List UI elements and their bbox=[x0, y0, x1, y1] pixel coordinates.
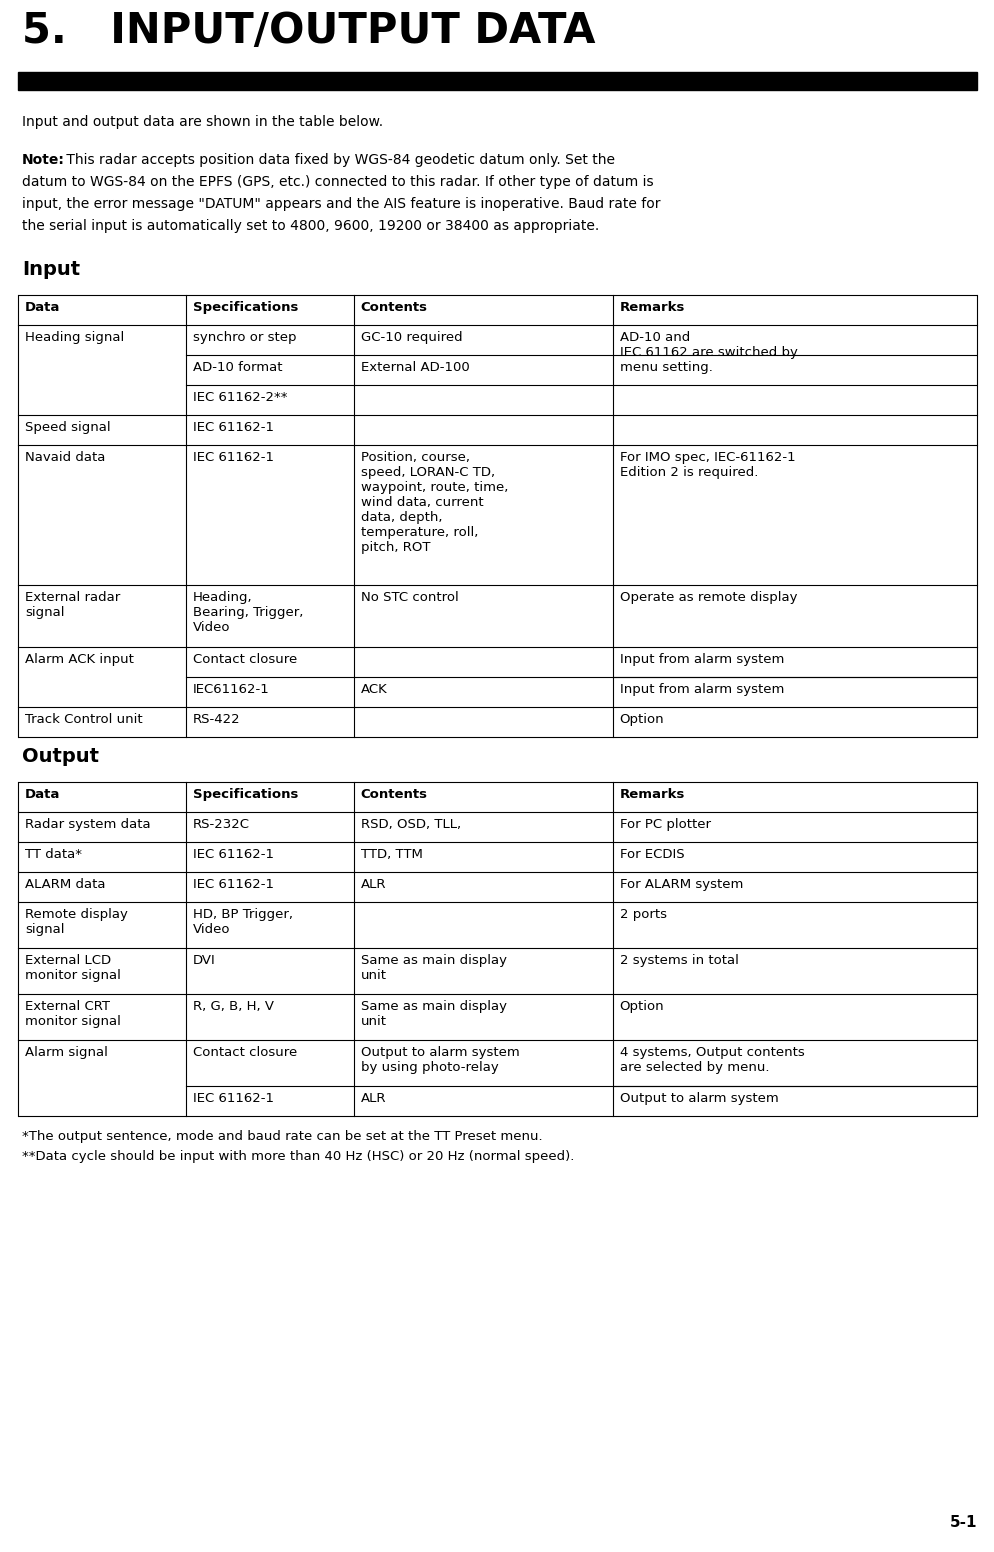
Text: Input and output data are shown in the table below.: Input and output data are shown in the t… bbox=[22, 115, 383, 129]
Text: Navaid data: Navaid data bbox=[25, 452, 105, 464]
Text: Track Control unit: Track Control unit bbox=[25, 712, 142, 726]
Text: Output: Output bbox=[22, 747, 98, 767]
Text: Specifications: Specifications bbox=[193, 301, 298, 314]
Text: Radar system data: Radar system data bbox=[25, 818, 150, 830]
Text: 2 systems in total: 2 systems in total bbox=[619, 954, 738, 967]
Text: Output to alarm system: Output to alarm system bbox=[619, 1093, 777, 1105]
Text: Contents: Contents bbox=[360, 301, 427, 314]
Text: IEC 61162-1: IEC 61162-1 bbox=[193, 452, 273, 464]
Text: RS-232C: RS-232C bbox=[193, 818, 249, 830]
Text: Same as main display
unit: Same as main display unit bbox=[360, 954, 506, 982]
Text: AD-10 and
IEC 61162 are switched by
menu setting.: AD-10 and IEC 61162 are switched by menu… bbox=[619, 331, 796, 374]
Text: Input from alarm system: Input from alarm system bbox=[619, 683, 783, 695]
Text: Operate as remote display: Operate as remote display bbox=[619, 591, 796, 604]
Text: Contents: Contents bbox=[360, 788, 427, 801]
Text: DVI: DVI bbox=[193, 954, 216, 967]
Text: External AD-100: External AD-100 bbox=[360, 362, 469, 374]
Text: For IMO spec, IEC-61162-1
Edition 2 is required.: For IMO spec, IEC-61162-1 Edition 2 is r… bbox=[619, 452, 794, 480]
Text: Same as main display
unit: Same as main display unit bbox=[360, 999, 506, 1027]
Text: 5-1: 5-1 bbox=[948, 1515, 976, 1530]
Text: HD, BP Trigger,
Video: HD, BP Trigger, Video bbox=[193, 908, 292, 936]
Text: synchro or step: synchro or step bbox=[193, 331, 296, 345]
Text: GC-10 required: GC-10 required bbox=[360, 331, 462, 345]
Text: IEC61162-1: IEC61162-1 bbox=[193, 683, 269, 695]
Text: External LCD
monitor signal: External LCD monitor signal bbox=[25, 954, 120, 982]
Text: TT data*: TT data* bbox=[25, 847, 82, 861]
Text: Alarm signal: Alarm signal bbox=[25, 1046, 107, 1058]
Text: Speed signal: Speed signal bbox=[25, 421, 110, 435]
Text: RS-422: RS-422 bbox=[193, 712, 241, 726]
Text: ALR: ALR bbox=[360, 1093, 386, 1105]
Text: Specifications: Specifications bbox=[193, 788, 298, 801]
Text: Alarm ACK input: Alarm ACK input bbox=[25, 653, 134, 666]
Text: RSD, OSD, TLL,: RSD, OSD, TLL, bbox=[360, 818, 460, 830]
Text: R, G, B, H, V: R, G, B, H, V bbox=[193, 999, 273, 1013]
Text: This radar accepts position data fixed by WGS-84 geodetic datum only. Set the: This radar accepts position data fixed b… bbox=[62, 154, 614, 168]
Text: Remote display
signal: Remote display signal bbox=[25, 908, 128, 936]
Text: IEC 61162-1: IEC 61162-1 bbox=[193, 878, 273, 891]
Text: Note:: Note: bbox=[22, 154, 65, 168]
Text: Remarks: Remarks bbox=[619, 788, 684, 801]
Text: 4 systems, Output contents
are selected by menu.: 4 systems, Output contents are selected … bbox=[619, 1046, 803, 1074]
Text: Remarks: Remarks bbox=[619, 301, 684, 314]
Text: Heading signal: Heading signal bbox=[25, 331, 124, 345]
Text: Output to alarm system
by using photo-relay: Output to alarm system by using photo-re… bbox=[360, 1046, 519, 1074]
Text: Data: Data bbox=[25, 788, 61, 801]
Text: 5.   INPUT/OUTPUT DATA: 5. INPUT/OUTPUT DATA bbox=[22, 9, 594, 53]
Text: IEC 61162-1: IEC 61162-1 bbox=[193, 1093, 273, 1105]
Text: For PC plotter: For PC plotter bbox=[619, 818, 710, 830]
Text: IEC 61162-1: IEC 61162-1 bbox=[193, 847, 273, 861]
Text: TTD, TTM: TTD, TTM bbox=[360, 847, 422, 861]
Text: ACK: ACK bbox=[360, 683, 387, 695]
Text: Data: Data bbox=[25, 301, 61, 314]
Text: Input from alarm system: Input from alarm system bbox=[619, 653, 783, 666]
Text: AD-10 format: AD-10 format bbox=[193, 362, 282, 374]
Text: External radar
signal: External radar signal bbox=[25, 591, 120, 619]
Text: input, the error message "DATUM" appears and the AIS feature is inoperative. Bau: input, the error message "DATUM" appears… bbox=[22, 197, 660, 211]
Text: **Data cycle should be input with more than 40 Hz (HSC) or 20 Hz (normal speed).: **Data cycle should be input with more t… bbox=[22, 1150, 574, 1162]
Text: *The output sentence, mode and baud rate can be set at the TT Preset menu.: *The output sentence, mode and baud rate… bbox=[22, 1130, 542, 1142]
Bar bbox=[18, 71, 976, 90]
Text: IEC 61162-2**: IEC 61162-2** bbox=[193, 391, 287, 404]
Text: For ECDIS: For ECDIS bbox=[619, 847, 684, 861]
Text: datum to WGS-84 on the EPFS (GPS, etc.) connected to this radar. If other type o: datum to WGS-84 on the EPFS (GPS, etc.) … bbox=[22, 175, 653, 189]
Text: External CRT
monitor signal: External CRT monitor signal bbox=[25, 999, 120, 1027]
Text: Option: Option bbox=[619, 999, 664, 1013]
Text: ALARM data: ALARM data bbox=[25, 878, 105, 891]
Text: For ALARM system: For ALARM system bbox=[619, 878, 743, 891]
Text: the serial input is automatically set to 4800, 9600, 19200 or 38400 as appropria: the serial input is automatically set to… bbox=[22, 219, 598, 233]
Text: Contact closure: Contact closure bbox=[193, 653, 297, 666]
Text: 2 ports: 2 ports bbox=[619, 908, 666, 920]
Text: Position, course,
speed, LORAN-C TD,
waypoint, route, time,
wind data, current
d: Position, course, speed, LORAN-C TD, way… bbox=[360, 452, 508, 554]
Text: ALR: ALR bbox=[360, 878, 386, 891]
Text: Heading,
Bearing, Trigger,
Video: Heading, Bearing, Trigger, Video bbox=[193, 591, 303, 635]
Text: Option: Option bbox=[619, 712, 664, 726]
Text: Input: Input bbox=[22, 261, 81, 279]
Text: IEC 61162-1: IEC 61162-1 bbox=[193, 421, 273, 435]
Text: No STC control: No STC control bbox=[360, 591, 458, 604]
Text: Contact closure: Contact closure bbox=[193, 1046, 297, 1058]
